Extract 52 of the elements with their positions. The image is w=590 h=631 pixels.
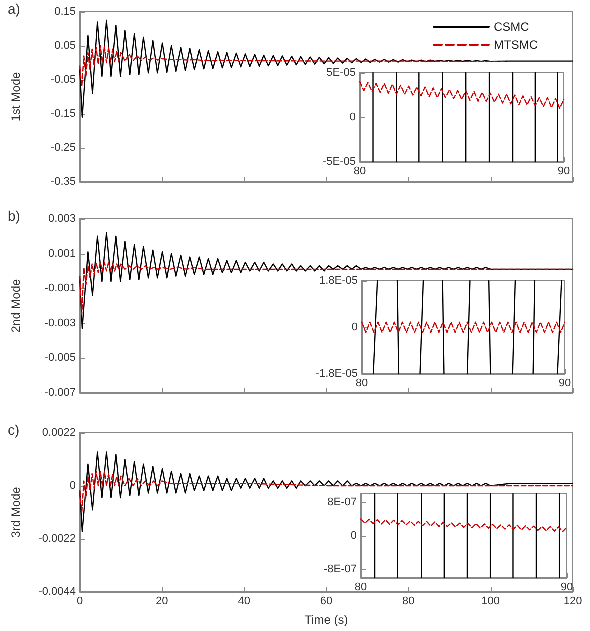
line-series (79, 232, 574, 330)
y-tick-label: -0.25 (50, 142, 76, 154)
y-tick-label: -0.005 (44, 352, 76, 364)
y-tick-label: 0.001 (48, 248, 76, 260)
y-tick-label: -0.007 (44, 387, 76, 399)
y-tick-label: 0 (352, 322, 358, 334)
legend-label: CSMC (494, 20, 530, 34)
x-tick-label: 20 (156, 596, 168, 608)
y-tick-label: -0.35 (50, 176, 76, 188)
y-tick-label: -0.05 (50, 74, 76, 86)
x-tick-label: 80 (402, 596, 415, 608)
line-series (79, 452, 574, 532)
line-series (359, 81, 565, 110)
y-tick-label: -1.8E-05 (316, 368, 358, 380)
y-tick-label: -0.0022 (38, 533, 76, 545)
y-tick-label: 0.15 (54, 6, 76, 18)
y-tick-label: -5E-05 (322, 156, 356, 168)
x-tick-label: 0 (76, 596, 84, 608)
x-tick-label: 60 (320, 596, 333, 608)
x-tick-label: 40 (238, 596, 250, 608)
line-series (79, 470, 574, 514)
x-tick-label: 90 (558, 166, 570, 178)
y-tick-label: -0.15 (50, 108, 76, 120)
line-series (79, 262, 574, 316)
legend-label: MTSMC (494, 38, 538, 52)
y-tick-label: 0.003 (48, 213, 76, 225)
y-tick-label: 1.8E-05 (319, 275, 358, 287)
x-tick-label: 80 (354, 166, 366, 178)
y-tick-label: -8E-07 (324, 564, 357, 576)
x-tick-label: 80 (354, 582, 368, 594)
x-tick-label: 90 (558, 378, 572, 390)
y-axis-title: 3rd Mode (9, 486, 23, 538)
text: c) (8, 422, 20, 438)
y-tick-label: 0.05 (54, 40, 76, 52)
y-tick-label: -0.003 (44, 317, 76, 330)
line-series (360, 518, 568, 532)
y-tick-label: -0.001 (44, 282, 76, 295)
x-axis-title: Time (s) (304, 613, 348, 627)
y-tick-label: 0 (350, 530, 357, 542)
x-tick-label: 80 (356, 378, 368, 390)
text: b) (8, 208, 20, 224)
y-axis-title: 2nd Mode (9, 278, 23, 333)
y-tick-label: 0.0022 (42, 427, 76, 439)
x-tick-label: 120 (564, 596, 582, 608)
text: a) (8, 1, 20, 17)
y-tick-label: 0 (350, 112, 356, 124)
x-tick-label: 100 (482, 596, 500, 608)
y-tick-label: 0 (70, 480, 76, 492)
y-tick-label: 8E-07 (328, 496, 357, 508)
y-tick-label: -0.0044 (38, 586, 76, 598)
y-axis-title: 1st Mode (9, 72, 23, 122)
y-tick-label: 5E-05 (326, 67, 356, 79)
